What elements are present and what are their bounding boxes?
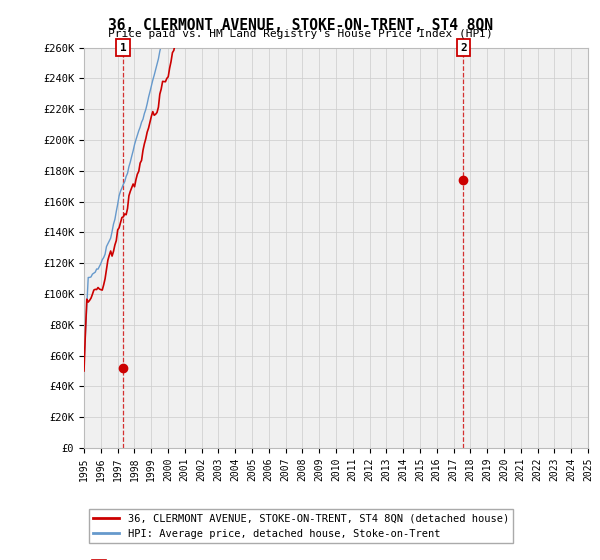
Legend: 36, CLERMONT AVENUE, STOKE-ON-TRENT, ST4 8QN (detached house), HPI: Average pric: 36, CLERMONT AVENUE, STOKE-ON-TRENT, ST4… [89,509,513,543]
Text: Price paid vs. HM Land Registry's House Price Index (HPI): Price paid vs. HM Land Registry's House … [107,29,493,39]
Text: 2: 2 [460,43,467,53]
Text: 1: 1 [120,43,127,53]
Text: 36, CLERMONT AVENUE, STOKE-ON-TRENT, ST4 8QN: 36, CLERMONT AVENUE, STOKE-ON-TRENT, ST4… [107,18,493,33]
